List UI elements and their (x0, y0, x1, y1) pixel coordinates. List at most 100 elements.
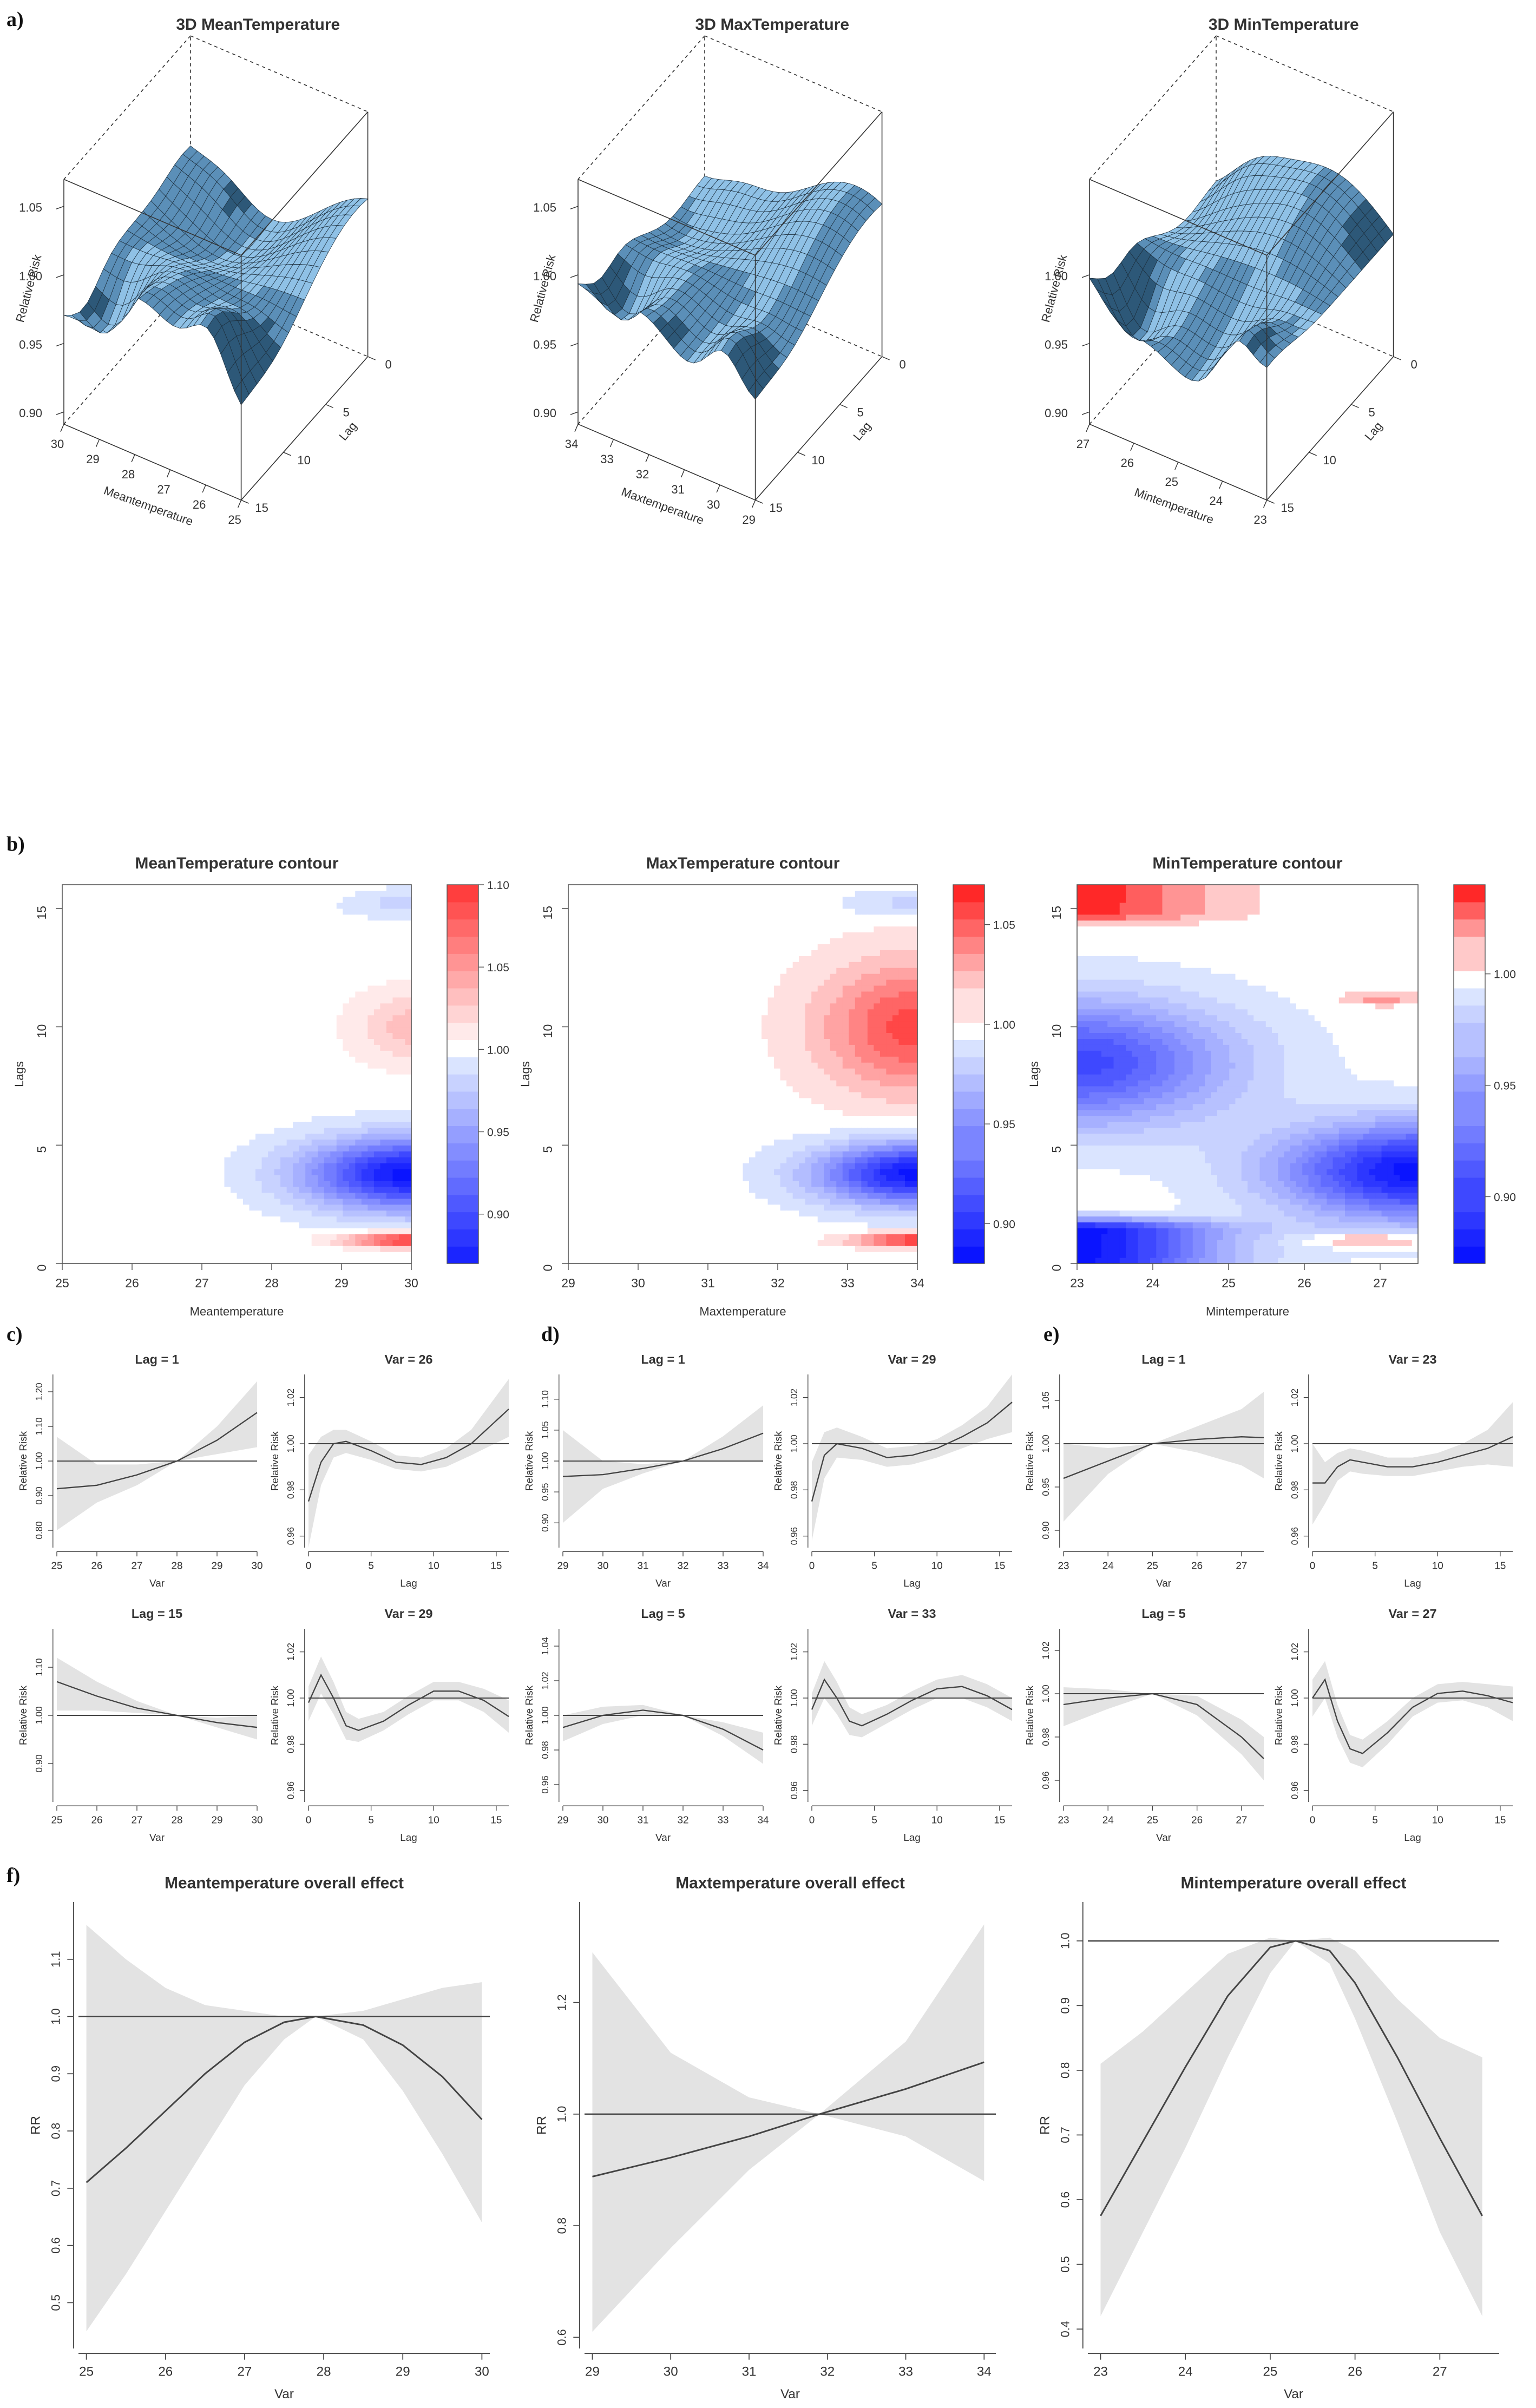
contour-cell (75, 920, 82, 927)
contour-cell (261, 1216, 268, 1223)
contour-cell (224, 1097, 231, 1104)
contour-cell (174, 1186, 181, 1193)
contour-cell (311, 926, 318, 933)
contour-cell (224, 896, 231, 903)
contour-cell (124, 1169, 132, 1175)
contour-cell (398, 1091, 406, 1098)
contour-cell (124, 1174, 132, 1181)
contour-cell (162, 1258, 169, 1264)
contour-cell (386, 1157, 393, 1163)
contour-cell (218, 944, 225, 950)
contour-cell (293, 1174, 300, 1181)
contour-cell (180, 979, 187, 986)
contour-cell (212, 950, 219, 956)
contour-cell (311, 1186, 318, 1193)
contour-cell (81, 1192, 88, 1199)
contour-cell (155, 956, 162, 962)
contour-cell (162, 938, 169, 944)
contour-cell (237, 1080, 244, 1087)
contour-cell (330, 991, 337, 998)
contour-cell (343, 1021, 350, 1028)
contour-cell (249, 1192, 256, 1199)
contour-cell (268, 914, 275, 921)
contour-cell (349, 1121, 356, 1128)
contour-cell (311, 908, 318, 915)
contour-cell (280, 1240, 287, 1246)
contour-cell (168, 1180, 175, 1187)
contour-cell (255, 1103, 262, 1110)
contour-cell (68, 1133, 75, 1140)
contour-cell (112, 1157, 119, 1163)
contour-cell (174, 1234, 181, 1240)
contour-cell (336, 1198, 343, 1205)
contour-cell (249, 1151, 256, 1157)
contour-cell (398, 1121, 406, 1128)
contour-cell (124, 1044, 132, 1051)
plot-title: MeanTemperature contour (135, 854, 338, 872)
contour-cell (398, 997, 406, 1004)
contour-cell (137, 985, 144, 992)
contour-cell (293, 1032, 300, 1039)
contour-cell (311, 1109, 318, 1116)
contour-cell (112, 1121, 119, 1128)
contour-cell (361, 1186, 368, 1193)
contour-cell (361, 1169, 368, 1175)
contour-cell (224, 1103, 231, 1110)
contour-cell (343, 1157, 350, 1163)
contour-cell (293, 932, 300, 939)
contour-cell (268, 1180, 275, 1187)
contour-cell (174, 1216, 181, 1223)
contour-cell (100, 1050, 107, 1057)
contour-cell (112, 1085, 119, 1093)
contour-cell (168, 896, 175, 903)
contour-cell (311, 1038, 318, 1045)
contour-cell (87, 1050, 94, 1057)
contour-cell (62, 1021, 69, 1028)
contour-cell (130, 902, 137, 909)
contour-cell (124, 1080, 132, 1087)
contour-cell (87, 1246, 94, 1252)
contour-cell (311, 1009, 318, 1016)
contour-cell (106, 885, 113, 891)
contour-cell (280, 1192, 287, 1199)
contour-cell (149, 890, 156, 897)
contour-cell (143, 1127, 150, 1134)
contour-cell (130, 920, 137, 927)
contour-cell (373, 968, 381, 974)
contour-cell (62, 1186, 69, 1193)
contour-cell (361, 1210, 368, 1217)
contour-cell (218, 1151, 225, 1157)
contour-cell (280, 1139, 287, 1146)
contour-cell (100, 968, 107, 974)
contour-cell (81, 896, 88, 903)
contour-cell (168, 1216, 175, 1223)
contour-cell (299, 1032, 306, 1039)
lag-tick-label: 5 (1368, 405, 1375, 419)
contour-cell (324, 1032, 331, 1039)
contour-cell (373, 962, 381, 968)
contour-cell (149, 991, 156, 998)
contour-cell (386, 1015, 393, 1022)
contour-cell (274, 1192, 281, 1199)
contour-cell (62, 908, 69, 915)
contour-cell (249, 1032, 256, 1039)
z-axis-label: Relative Risk (13, 253, 44, 324)
contour-cell (324, 991, 331, 998)
contour-cell (261, 1198, 268, 1205)
contour-cell (299, 1139, 306, 1146)
contour-cell (243, 1234, 250, 1240)
contour-cell (174, 1210, 181, 1217)
contour-cell (174, 944, 181, 950)
contour-cell (349, 962, 356, 968)
contour-cell (218, 1044, 225, 1051)
contour-cell (155, 1133, 162, 1140)
contour-cell (355, 973, 362, 980)
contour-cell (162, 1050, 169, 1057)
contour-cell (274, 885, 281, 891)
contour-cell (87, 1222, 94, 1228)
contour-cell (305, 1192, 312, 1199)
contour-cell (405, 1103, 412, 1110)
contour-cell (149, 1174, 156, 1181)
contour-cell (224, 1056, 231, 1063)
contour-cell (118, 1145, 125, 1152)
